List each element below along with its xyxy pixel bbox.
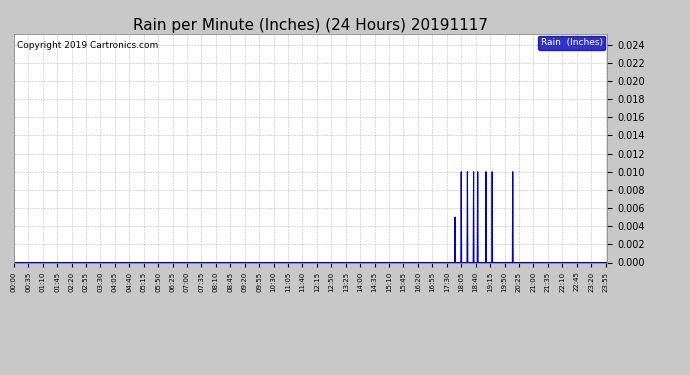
Legend: Rain  (Inches): Rain (Inches) — [538, 36, 605, 50]
Text: Copyright 2019 Cartronics.com: Copyright 2019 Cartronics.com — [17, 40, 158, 50]
Title: Rain per Minute (Inches) (24 Hours) 20191117: Rain per Minute (Inches) (24 Hours) 2019… — [133, 18, 488, 33]
